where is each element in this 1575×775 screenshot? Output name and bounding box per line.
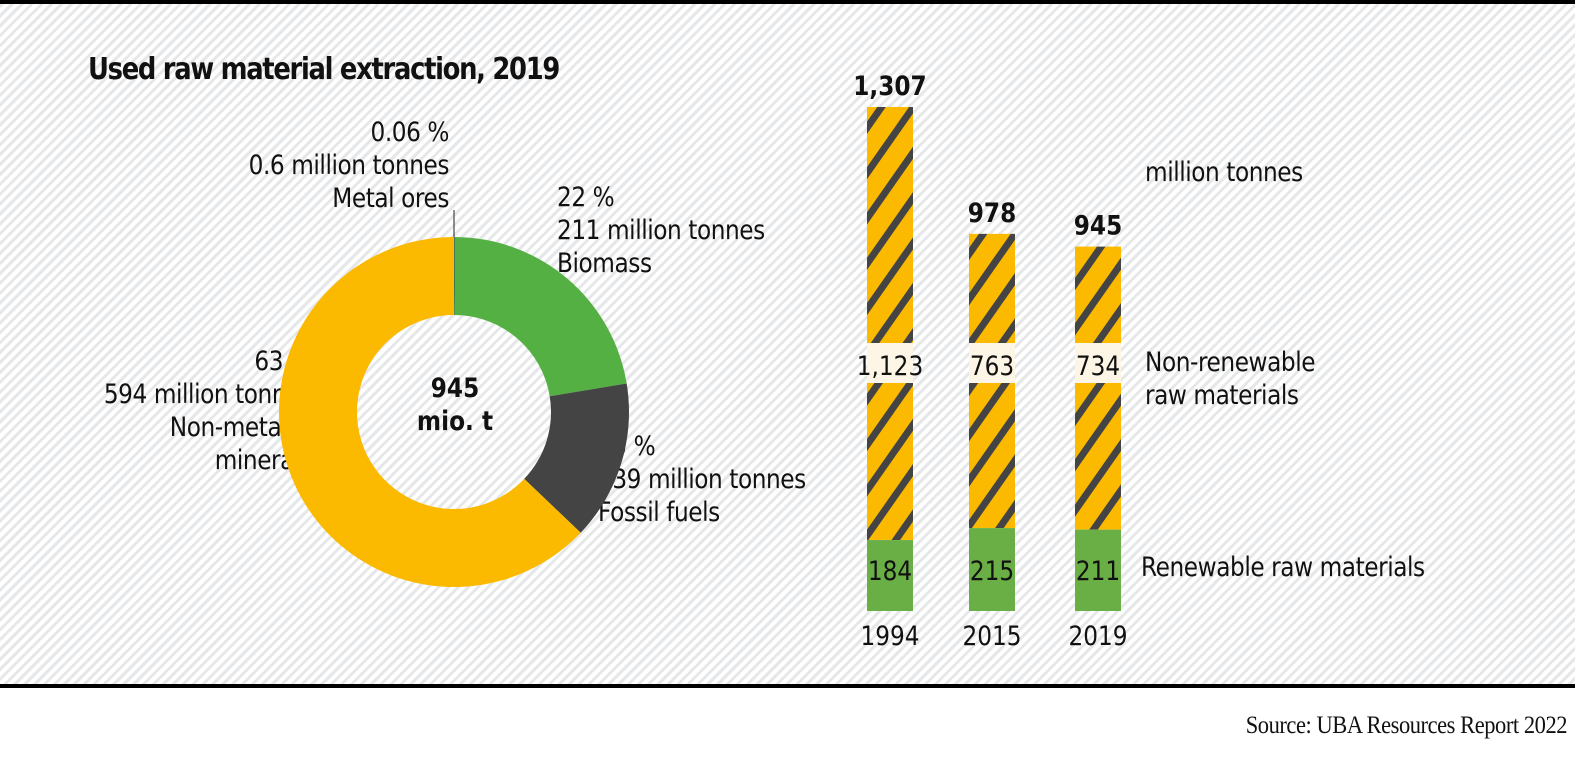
donut-slice-biomass xyxy=(454,237,627,397)
donut-center-unit: mio. t xyxy=(416,406,494,437)
bar-label-band-2019 xyxy=(1075,343,1121,383)
label-fossil-fuels: 15 % 139 million tonnes Fossil fuels xyxy=(598,430,806,529)
biomass-percent: 22 % xyxy=(557,182,615,213)
bar-non-renewable-label-2019: 734 xyxy=(1076,350,1120,381)
x-tick-label-2019: 2019 xyxy=(1068,620,1127,651)
bar-label-band-1994 xyxy=(867,343,913,383)
bar-non-renewable-label-1994: 1,123 xyxy=(857,350,923,381)
fossil-fuels-value: 139 million tonnes xyxy=(598,464,806,495)
metal-ores-name: Metal ores xyxy=(332,183,449,214)
donut-chart xyxy=(278,210,630,588)
x-tick-label-2015: 2015 xyxy=(962,620,1021,651)
metal-ores-value: 0.6 million tonnes xyxy=(248,150,450,181)
chart-title: Used raw material extraction, 2019 xyxy=(88,52,560,87)
x-tick-label-1994: 1994 xyxy=(860,620,919,651)
bar-non-renewable-label-2015: 763 xyxy=(970,350,1014,381)
donut-center-label: 945 mio. t xyxy=(403,372,506,438)
legend-renewable: Renewable raw materials xyxy=(1141,552,1425,583)
bar-renewable-1994 xyxy=(867,540,913,611)
label-metal-ores: 0.06 % 0.6 million tonnes Metal ores xyxy=(248,116,450,215)
bar-renewable-label-1994: 184 xyxy=(868,555,912,586)
bar-renewable-label-2015: 215 xyxy=(970,555,1014,586)
stacked-bar-chart: 1,307 1,123 184 1994 978 763 215 2015 945 734 211 2… xyxy=(853,70,1127,651)
biomass-value: 211 million tonnes xyxy=(557,215,765,246)
bar-label-band-2015 xyxy=(969,343,1015,383)
donut-slice-non-metallic-minerals xyxy=(278,237,581,588)
legend-non-renewable-line1: Non-renewable xyxy=(1145,347,1316,378)
donut-slice-fossil-fuels xyxy=(524,383,630,533)
bar-total-label-1994: 1,307 xyxy=(853,70,926,101)
bar-non-renewable-1994 xyxy=(867,107,913,541)
bar-total-label-2015: 978 xyxy=(968,197,1016,228)
bar-total-label-2019: 945 xyxy=(1074,210,1122,241)
legend-non-renewable: Non-renewable raw materials xyxy=(1145,346,1316,412)
donut-center-total: 945 xyxy=(430,373,480,404)
label-biomass: 22 % 211 million tonnes Biomass xyxy=(557,181,765,280)
bar-non-renewable-2019 xyxy=(1075,246,1121,530)
biomass-name: Biomass xyxy=(557,248,652,279)
bar-renewable-label-2019: 211 xyxy=(1076,555,1120,586)
source-note: Source: UBA Resources Report 2022 xyxy=(1245,712,1568,739)
minerals-value: 594 million tonnes xyxy=(104,379,312,410)
fossil-fuels-name: Fossil fuels xyxy=(598,497,720,528)
legend-non-renewable-line2: raw materials xyxy=(1145,380,1299,411)
metal-ores-percent: 0.06 % xyxy=(370,117,449,148)
chart-panel xyxy=(0,0,1575,688)
donut-slice-metal-ores xyxy=(454,237,455,316)
bar-renewable-2015 xyxy=(969,528,1015,611)
unit-label: million tonnes xyxy=(1145,157,1303,188)
bar-renewable-2019 xyxy=(1075,529,1121,611)
